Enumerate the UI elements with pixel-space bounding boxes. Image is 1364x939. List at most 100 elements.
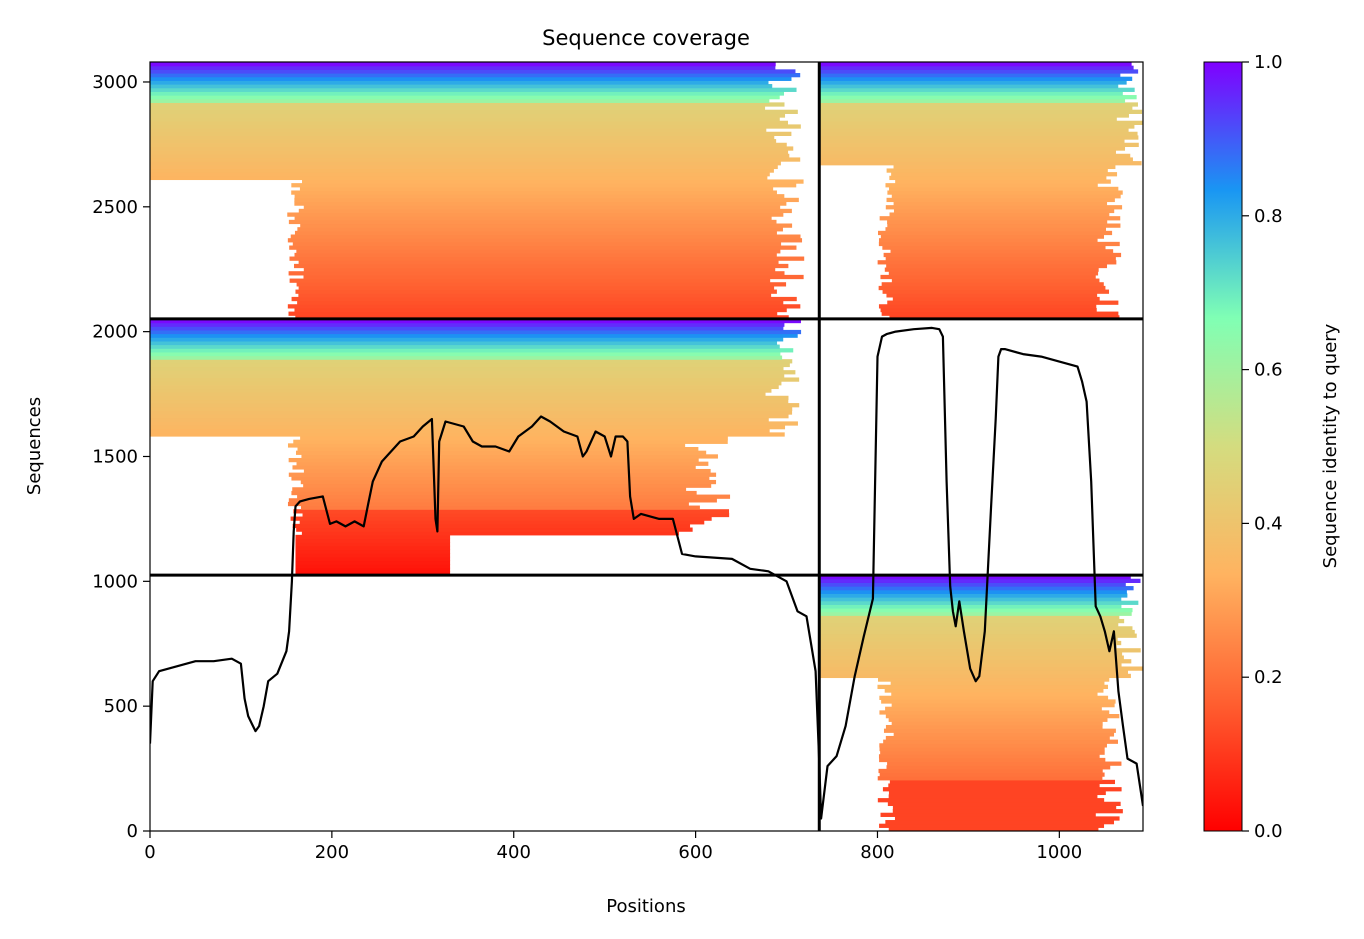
heatmap-band — [891, 703, 1115, 708]
heatmap-band — [885, 183, 1098, 188]
heatmap-band — [150, 172, 770, 177]
y-tick-label: 1000 — [92, 571, 138, 592]
heatmap-band — [150, 87, 797, 92]
heatmap-band — [878, 238, 1098, 243]
heatmap-band — [819, 102, 1138, 107]
heatmap-band — [150, 322, 785, 327]
heatmap-band — [150, 333, 798, 338]
heatmap-band — [295, 538, 451, 543]
heatmap-band — [819, 161, 1142, 166]
heatmap-band — [291, 190, 777, 195]
heatmap-band — [300, 505, 700, 510]
heatmap-band — [150, 392, 766, 397]
heatmap-band — [889, 212, 1110, 217]
heatmap-band — [885, 714, 1120, 719]
heatmap-band — [880, 274, 1096, 280]
heatmap-band — [887, 223, 1121, 228]
y-tick-label: 1500 — [92, 446, 138, 467]
heatmap-band — [877, 677, 1110, 682]
heatmap-band — [287, 304, 801, 309]
heatmap-band — [883, 728, 1116, 733]
heatmap-band — [296, 282, 787, 287]
heatmap-band — [819, 80, 1127, 85]
x-axis: 0 200 400 600 800 1000 — [144, 831, 1082, 863]
heatmap-band — [150, 102, 785, 107]
heatmap-band — [298, 260, 779, 265]
heatmap-band — [879, 757, 1106, 763]
heatmap-band — [892, 809, 1123, 814]
heatmap-band — [819, 98, 1126, 103]
heatmap-band — [150, 388, 772, 393]
heatmap-band — [819, 593, 1128, 598]
heatmap-band — [819, 113, 1129, 118]
heatmap-band — [889, 175, 1107, 181]
heatmap-band — [150, 337, 784, 342]
heatmap-band — [882, 289, 1110, 294]
heatmap-band — [150, 106, 766, 111]
heatmap-band — [877, 260, 1117, 265]
heatmap-band — [819, 95, 1137, 100]
heatmap-band — [296, 461, 709, 466]
heatmap-band — [887, 801, 1121, 807]
heatmap-band — [819, 128, 1129, 133]
heatmap-band — [287, 212, 784, 217]
heatmap-band — [293, 439, 728, 444]
heatmap-band — [150, 142, 787, 148]
coverage-line — [150, 326, 1143, 820]
colorbar — [1203, 61, 1243, 832]
heatmap-band — [288, 271, 785, 276]
heatmap-band — [289, 245, 797, 250]
heatmap-band — [879, 772, 1105, 777]
colorbar-label: Sequence identity to query — [1320, 323, 1341, 568]
heatmap-band — [294, 252, 777, 258]
heatmap-band — [150, 355, 783, 360]
heatmap-band — [819, 109, 1143, 114]
heatmap-band — [150, 395, 789, 401]
heatmap-band — [287, 238, 803, 243]
x-tick-label: 0 — [144, 842, 155, 863]
heatmap-band — [819, 651, 1123, 657]
heatmap-band — [819, 62, 1132, 67]
heatmap-band — [819, 69, 1139, 74]
heatmap-band — [892, 805, 1117, 810]
heatmap-band — [819, 106, 1133, 111]
heatmap-band — [819, 618, 1125, 624]
heatmap-band — [150, 95, 780, 100]
heatmap-band — [288, 457, 699, 463]
heatmap-band — [886, 168, 1108, 173]
heatmap-band — [298, 285, 775, 291]
heatmap-band — [819, 582, 1126, 587]
x-tick-label: 1000 — [1036, 842, 1082, 863]
colorbar-tick-label: 0.6 — [1254, 360, 1283, 381]
heatmap-band — [819, 578, 1141, 583]
heatmap-band — [878, 285, 1106, 291]
heatmap-band — [292, 487, 687, 492]
heatmap-band — [150, 135, 775, 140]
heatmap-band — [150, 131, 792, 137]
heatmap-band — [150, 373, 785, 379]
heatmap-band — [819, 637, 1118, 642]
heatmap-band — [819, 120, 1143, 125]
heatmap-band — [294, 216, 772, 221]
heatmap-band — [819, 600, 1139, 605]
heatmap-band — [879, 823, 1105, 828]
heatmap-band — [298, 293, 772, 298]
heatmap-band — [881, 699, 1116, 704]
heatmap-band — [150, 69, 796, 74]
heatmap-band — [295, 571, 451, 576]
heatmap-band — [889, 186, 1119, 192]
x-tick-label: 800 — [860, 842, 894, 863]
plot-frame — [149, 61, 1144, 832]
heatmap-band — [893, 732, 1115, 737]
heatmap-band — [295, 564, 451, 569]
heatmap-band — [150, 98, 770, 103]
heatmap-band — [303, 267, 776, 272]
heatmap-band — [303, 274, 804, 280]
heatmap-band — [150, 146, 794, 151]
heatmap-band — [888, 794, 1098, 799]
heatmap-band — [295, 289, 777, 294]
heatmap-band — [291, 476, 710, 481]
heatmap-band — [886, 765, 1111, 770]
heatmap-band — [295, 545, 451, 551]
